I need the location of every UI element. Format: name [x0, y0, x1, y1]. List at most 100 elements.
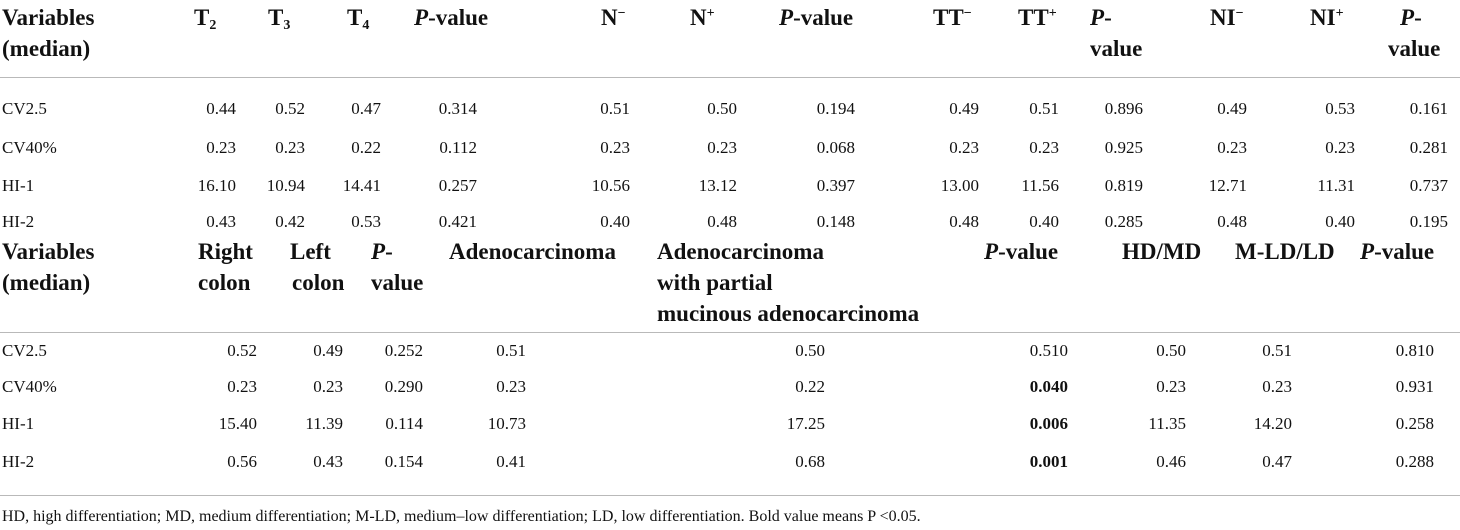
header-t2: T2	[194, 2, 216, 33]
cell-right: 0.56	[227, 452, 257, 471]
header-adenocarcinoma: Adenocarcinoma	[449, 236, 616, 267]
cell-t3: 0.23	[275, 138, 305, 157]
cell-t2: 16.10	[197, 176, 236, 195]
cell-t3: 0.42	[275, 212, 305, 231]
header-tt-plus-sup: +	[1048, 6, 1057, 21]
cell-p3: 0.285	[1104, 212, 1143, 231]
cell-mldld: 0.51	[1262, 341, 1292, 360]
header-t4-text: T	[347, 5, 363, 30]
cell-right: 0.52	[227, 341, 257, 360]
cell-label: CV40%	[2, 377, 57, 396]
cell-t3: 0.52	[275, 99, 305, 118]
header-p-site: P-	[371, 236, 393, 267]
cell-adeno: 0.23	[496, 377, 526, 396]
cell-p2: 0.397	[816, 176, 855, 195]
header-p-nstage: P-value	[779, 2, 853, 33]
cell-left: 0.43	[313, 452, 343, 471]
cell-hdmd: 0.46	[1156, 452, 1186, 471]
cell-p2: 0.068	[816, 138, 855, 157]
header-t3-sub: 3	[283, 18, 291, 33]
s2-header-median-text: (median)	[2, 270, 91, 295]
header-ni-plus: NI+	[1310, 2, 1344, 33]
header-mucinous-1: Adenocarcinoma	[657, 236, 824, 267]
cell-niminus: 0.23	[1217, 138, 1247, 157]
cell-hdmd: 11.35	[1148, 414, 1186, 433]
header-p-ni-line2-text: value	[1388, 36, 1441, 61]
cell-p1: 0.252	[384, 341, 423, 360]
section2-header: Variables (median) Right colon Left colo…	[0, 234, 1460, 330]
header-p-tstage-italic: P	[414, 5, 429, 30]
header-p-tstage-rest: -value	[428, 5, 489, 30]
header-left-colon-2: colon	[292, 267, 344, 298]
s2-header-variables-text: Variables	[2, 239, 95, 264]
cell-ttminus: 0.48	[949, 212, 979, 231]
cell-t4: 14.41	[342, 176, 381, 195]
header-left-colon-line1: Left	[290, 239, 331, 264]
header-p-site-2: value	[371, 267, 423, 298]
cell-p1: 0.290	[384, 377, 423, 396]
cell-nminus: 10.56	[591, 176, 630, 195]
cell-p3: 0.258	[1395, 414, 1434, 433]
cell-hdmd: 0.23	[1156, 377, 1186, 396]
cell-p2: 0.510	[1029, 341, 1068, 360]
cell-mucin: 17.25	[786, 414, 825, 433]
cell-label: CV2.5	[2, 341, 47, 360]
section1-header: Variables (median) T2 T3 T4 P-value N− N…	[0, 0, 1460, 72]
header-p-tt-line2: value	[1090, 33, 1142, 64]
cell-label: HI-1	[2, 176, 35, 195]
cell-mucin: 0.50	[795, 341, 825, 360]
cell-niplus: 0.53	[1325, 99, 1355, 118]
cell-ttminus: 0.23	[949, 138, 979, 157]
header-adenocarcinoma-text: Adenocarcinoma	[449, 239, 616, 264]
cell-nplus: 0.50	[707, 99, 737, 118]
header-ni-plus-sup: +	[1335, 6, 1344, 21]
header-p-tstage: P-value	[414, 2, 488, 33]
table-row: HI-1 16.10 10.94 14.41 0.257 10.56 13.12 0.397 1…	[0, 175, 1460, 199]
cell-mldld: 14.20	[1253, 414, 1292, 433]
header-p-site-line2: value	[371, 270, 424, 295]
cell-label: CV2.5	[2, 99, 47, 118]
cell-mldld: 0.23	[1262, 377, 1292, 396]
cell-right: 15.40	[218, 414, 257, 433]
table-row: HI-2 0.43 0.42 0.53 0.421 0.40 0.48 0.148 0.48 0.…	[0, 211, 1460, 235]
cell-right: 0.23	[227, 377, 257, 396]
header-p-differentiation-italic: P	[1360, 239, 1375, 264]
header-p-differentiation: P-value	[1360, 236, 1434, 267]
table-row: HI-1 15.40 11.39 0.114 10.73 17.25 0.006 11.35 1…	[0, 413, 1460, 437]
cell-nminus: 0.51	[600, 99, 630, 118]
cell-t3: 10.94	[266, 176, 305, 195]
header-ni-minus-text: NI	[1210, 5, 1236, 30]
header-n-minus-text: N	[601, 5, 618, 30]
cell-label: HI-1	[2, 414, 35, 433]
header-m-ld-ld: M-LD/LD	[1235, 236, 1335, 267]
header-t3-text: T	[268, 5, 284, 30]
cell-niplus: 11.31	[1317, 176, 1355, 195]
cell-ttplus: 11.56	[1021, 176, 1059, 195]
header-p-histology: P-value	[984, 236, 1058, 267]
cell-t2: 0.44	[206, 99, 236, 118]
cell-ttminus: 0.49	[949, 99, 979, 118]
cell-ttminus: 13.00	[940, 176, 979, 195]
cell-left: 0.49	[313, 341, 343, 360]
header-left-colon-line2: colon	[292, 270, 345, 295]
cell-niminus: 12.71	[1208, 176, 1247, 195]
cell-t4: 0.47	[351, 99, 381, 118]
cell-p1: 0.112	[439, 138, 477, 157]
cell-niplus: 0.23	[1325, 138, 1355, 157]
cell-adeno: 10.73	[487, 414, 526, 433]
header-t2-sub: 2	[209, 18, 217, 33]
header-p-tt-rest: -	[1104, 5, 1112, 30]
cell-label: HI-2	[2, 452, 35, 471]
cell-mldld: 0.47	[1262, 452, 1292, 471]
cell-niplus: 0.40	[1325, 212, 1355, 231]
header-p-ni: P-	[1400, 2, 1422, 33]
header-mucinous-2: with partial	[657, 267, 773, 298]
header-hd-md: HD/MD	[1122, 236, 1201, 267]
table-bottom-rule	[0, 495, 1460, 496]
header-left-colon: Left	[290, 236, 331, 267]
header-p-site-italic: P	[371, 239, 386, 264]
cell-niminus: 0.49	[1217, 99, 1247, 118]
cell-t2: 0.43	[206, 212, 236, 231]
cell-p3: 0.925	[1104, 138, 1143, 157]
header-right-colon-line1: Right	[198, 239, 253, 264]
